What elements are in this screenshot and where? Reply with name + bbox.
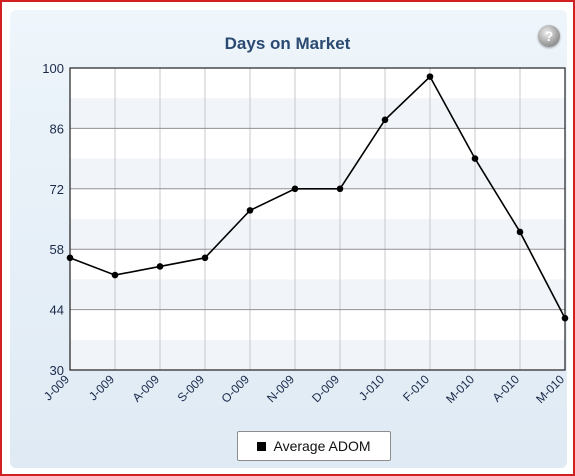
data-point [201,254,209,262]
grid-band [70,98,565,129]
data-point [336,185,344,193]
data-point [246,207,254,214]
plot-border [69,67,566,371]
x-tick-label: A-010 [490,372,523,405]
data-point [291,185,299,193]
x-tick-label: J-009 [41,372,72,403]
data-point [111,271,119,279]
legend[interactable]: Average ADOM [237,431,391,461]
data-point [66,254,74,262]
y-tick-label: 58 [50,242,64,257]
legend-swatch-icon [257,441,267,451]
y-tick-label: 44 [50,303,64,318]
data-point [516,228,524,236]
x-tick-label: M-010 [533,372,567,406]
x-tick-label: N-009 [264,372,297,405]
data-point [471,155,479,162]
x-tick-label: D-009 [309,372,342,405]
x-tick-label: J-009 [86,372,117,403]
data-point [156,263,164,270]
y-tick-label: 72 [50,182,64,197]
grid-band [70,339,565,370]
data-point [561,314,569,322]
help-icon[interactable]: ? [538,25,560,47]
x-tick-label: S-009 [175,372,208,405]
grid-band [70,279,565,310]
y-tick-label: 100 [42,61,64,76]
y-tick-label: 30 [50,363,64,378]
y-tick-label: 86 [50,121,64,136]
x-tick-label: O-009 [219,372,253,406]
x-tick-label: J-010 [356,372,387,403]
data-point [381,116,389,124]
chart-title: Days on Market [224,34,351,53]
series-line-average-adom [69,75,566,319]
grid-band [70,158,565,189]
legend-label: Average ADOM [273,438,371,454]
x-tick-label: F-010 [400,372,432,404]
data-point [426,73,434,80]
grid-band [70,219,565,250]
x-tick-label: A-009 [130,372,163,405]
x-tick-label: M-010 [443,372,477,406]
